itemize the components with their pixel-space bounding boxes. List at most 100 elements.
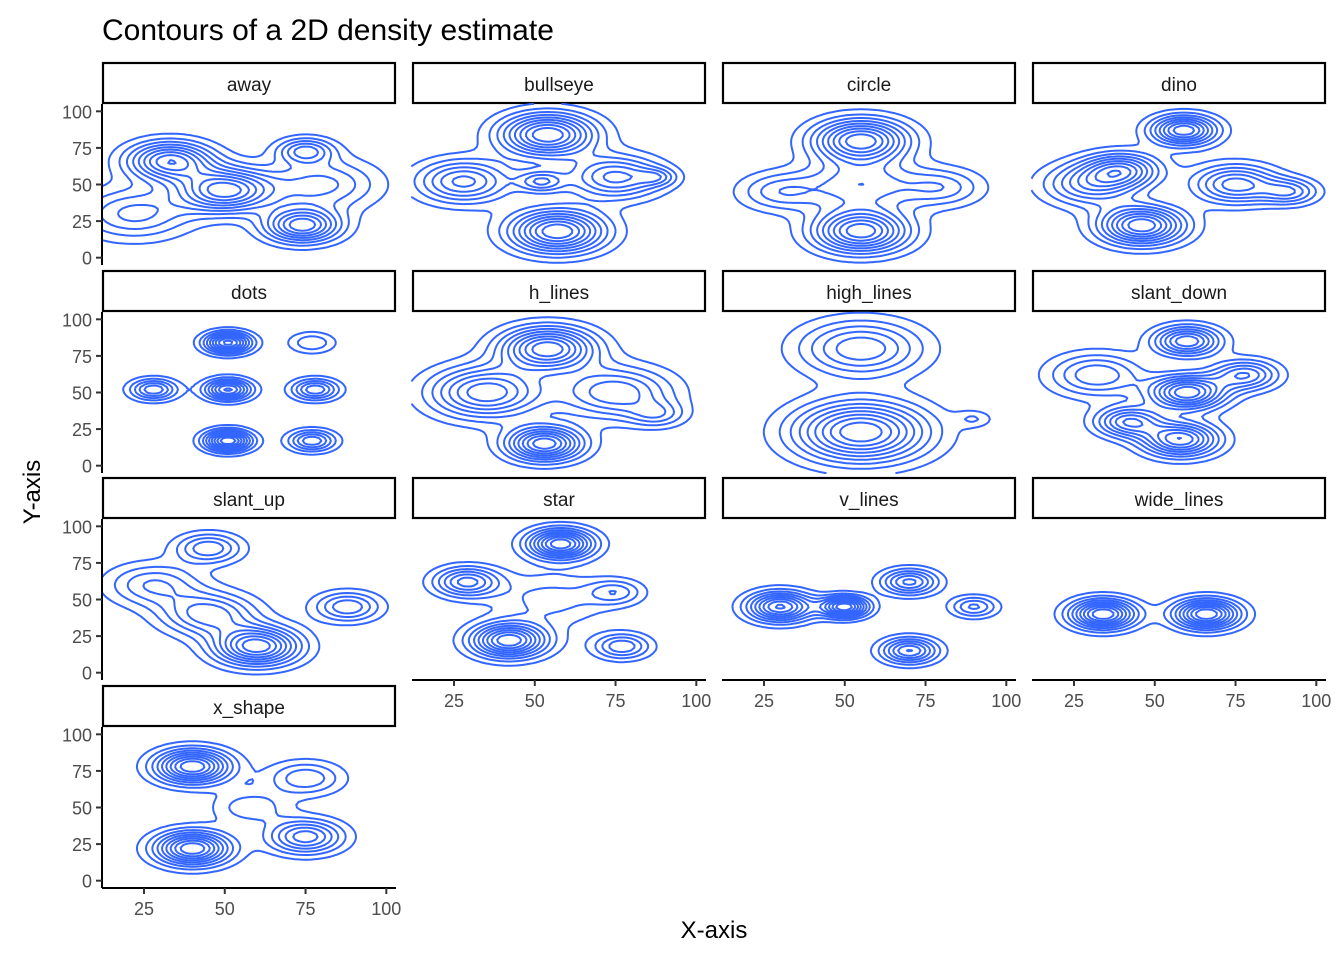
contour-line bbox=[421, 321, 684, 466]
contour-line bbox=[789, 325, 933, 465]
x-tick-label: 100 bbox=[991, 691, 1021, 711]
y-tick-label: 100 bbox=[62, 310, 92, 330]
contour-line bbox=[762, 598, 914, 653]
contour-line bbox=[137, 145, 332, 239]
contour-line bbox=[133, 330, 335, 454]
chart-title: Contours of a 2D density estimate bbox=[102, 14, 554, 47]
contour-line bbox=[440, 327, 667, 461]
contour-line bbox=[213, 336, 243, 448]
y-tick-label: 25 bbox=[72, 627, 92, 647]
facet-strip-label: h_lines bbox=[529, 283, 589, 304]
contour-line bbox=[1031, 107, 1326, 255]
contour-line bbox=[750, 572, 981, 662]
contour-line bbox=[143, 148, 328, 237]
facet-high-lines: high_lines bbox=[721, 269, 1017, 474]
y-tick-label: 0 bbox=[82, 664, 92, 684]
contour-line bbox=[1053, 591, 1257, 638]
facet-circle: circle bbox=[721, 61, 1017, 264]
x-tick-label: 75 bbox=[1226, 691, 1246, 711]
contour-line bbox=[821, 122, 901, 250]
contour-line bbox=[138, 332, 331, 452]
contour-line bbox=[1091, 608, 1218, 620]
facet-strip-label: wide_lines bbox=[1134, 490, 1224, 511]
facet-strip bbox=[411, 61, 707, 105]
contour-line bbox=[143, 333, 326, 451]
contour-line bbox=[838, 130, 884, 242]
contour-line bbox=[1074, 328, 1267, 456]
contour-line bbox=[448, 330, 641, 459]
contour-line bbox=[161, 751, 327, 864]
x-tick-label: 25 bbox=[134, 899, 154, 919]
x-tick-label: 75 bbox=[296, 899, 316, 919]
contour-line bbox=[531, 127, 574, 240]
facet-strip bbox=[101, 61, 397, 105]
contour-line bbox=[1106, 169, 1157, 233]
contour-line bbox=[466, 335, 577, 455]
facet-strip bbox=[1031, 476, 1327, 520]
facet-panels: away 0 25 50 75 100 bullseye circle dino dots 0 25 5… bbox=[62, 61, 1331, 919]
facet-strip bbox=[101, 684, 397, 728]
contour-line bbox=[456, 333, 582, 457]
contour-line bbox=[431, 325, 675, 463]
y-tick-label: 50 bbox=[72, 591, 92, 611]
facet-strip-label: v_lines bbox=[839, 490, 898, 511]
x-tick-label: 50 bbox=[525, 691, 545, 711]
contour-line bbox=[449, 530, 589, 656]
contour-line bbox=[758, 578, 922, 657]
facet-strip-label: circle bbox=[847, 75, 891, 96]
facet-strip-label: slant_up bbox=[213, 490, 285, 511]
y-tick-label: 0 bbox=[82, 872, 92, 892]
y-tick-label: 50 bbox=[72, 799, 92, 819]
contour-line bbox=[839, 421, 883, 443]
contour-line bbox=[1173, 385, 1201, 440]
facet-strip bbox=[721, 476, 1017, 520]
contour-line bbox=[806, 336, 916, 458]
contour-line bbox=[1067, 597, 1243, 632]
contour-line bbox=[486, 534, 581, 652]
x-tick-label: 75 bbox=[916, 691, 936, 711]
contour-line bbox=[422, 520, 658, 667]
contour-line bbox=[156, 749, 333, 866]
facet-strip bbox=[721, 269, 1017, 313]
contour-line bbox=[525, 123, 580, 243]
contour-line bbox=[135, 740, 357, 875]
x-axis-title: X-axis bbox=[681, 917, 748, 944]
contour-line bbox=[821, 413, 901, 451]
y-tick-label: 75 bbox=[72, 554, 92, 574]
contour-line bbox=[1063, 325, 1273, 458]
contour-line bbox=[122, 326, 347, 458]
contour-line bbox=[216, 337, 240, 447]
contour-line bbox=[1077, 120, 1255, 240]
contour-line bbox=[179, 760, 206, 855]
contour-line bbox=[151, 747, 340, 868]
contour-line bbox=[1037, 319, 1289, 465]
contour-line bbox=[145, 744, 347, 871]
facet-dots: dots 0 25 50 75 100 bbox=[62, 269, 397, 477]
contour-line bbox=[1069, 118, 1296, 242]
y-tick-label: 75 bbox=[72, 762, 92, 782]
facet-strip-label: high_lines bbox=[826, 283, 912, 304]
facet-dino: dino bbox=[1031, 61, 1327, 255]
contour-line bbox=[1042, 111, 1317, 251]
y-tick-label: 100 bbox=[62, 102, 92, 122]
contour-line bbox=[101, 529, 389, 676]
contour-line bbox=[1071, 599, 1239, 630]
x-tick-label: 50 bbox=[835, 691, 855, 711]
x-tick-label: 100 bbox=[681, 691, 711, 711]
facet-slant-down: slant_down bbox=[1031, 269, 1327, 465]
y-tick-label: 100 bbox=[62, 517, 92, 537]
contour-line bbox=[1052, 114, 1311, 247]
contour-line bbox=[437, 527, 643, 660]
facet-strip-label: away bbox=[227, 75, 272, 96]
y-tick-label: 25 bbox=[72, 835, 92, 855]
contour-line bbox=[149, 151, 323, 235]
contour-line bbox=[155, 154, 317, 232]
contour-line bbox=[1087, 606, 1223, 623]
y-tick-label: 50 bbox=[72, 176, 92, 196]
x-tick-label: 100 bbox=[371, 899, 401, 919]
contour-line bbox=[519, 121, 586, 245]
contour-line bbox=[778, 319, 980, 470]
x-tick-label: 75 bbox=[606, 691, 626, 711]
facet-strip bbox=[1031, 269, 1327, 313]
contour-line bbox=[101, 137, 372, 247]
